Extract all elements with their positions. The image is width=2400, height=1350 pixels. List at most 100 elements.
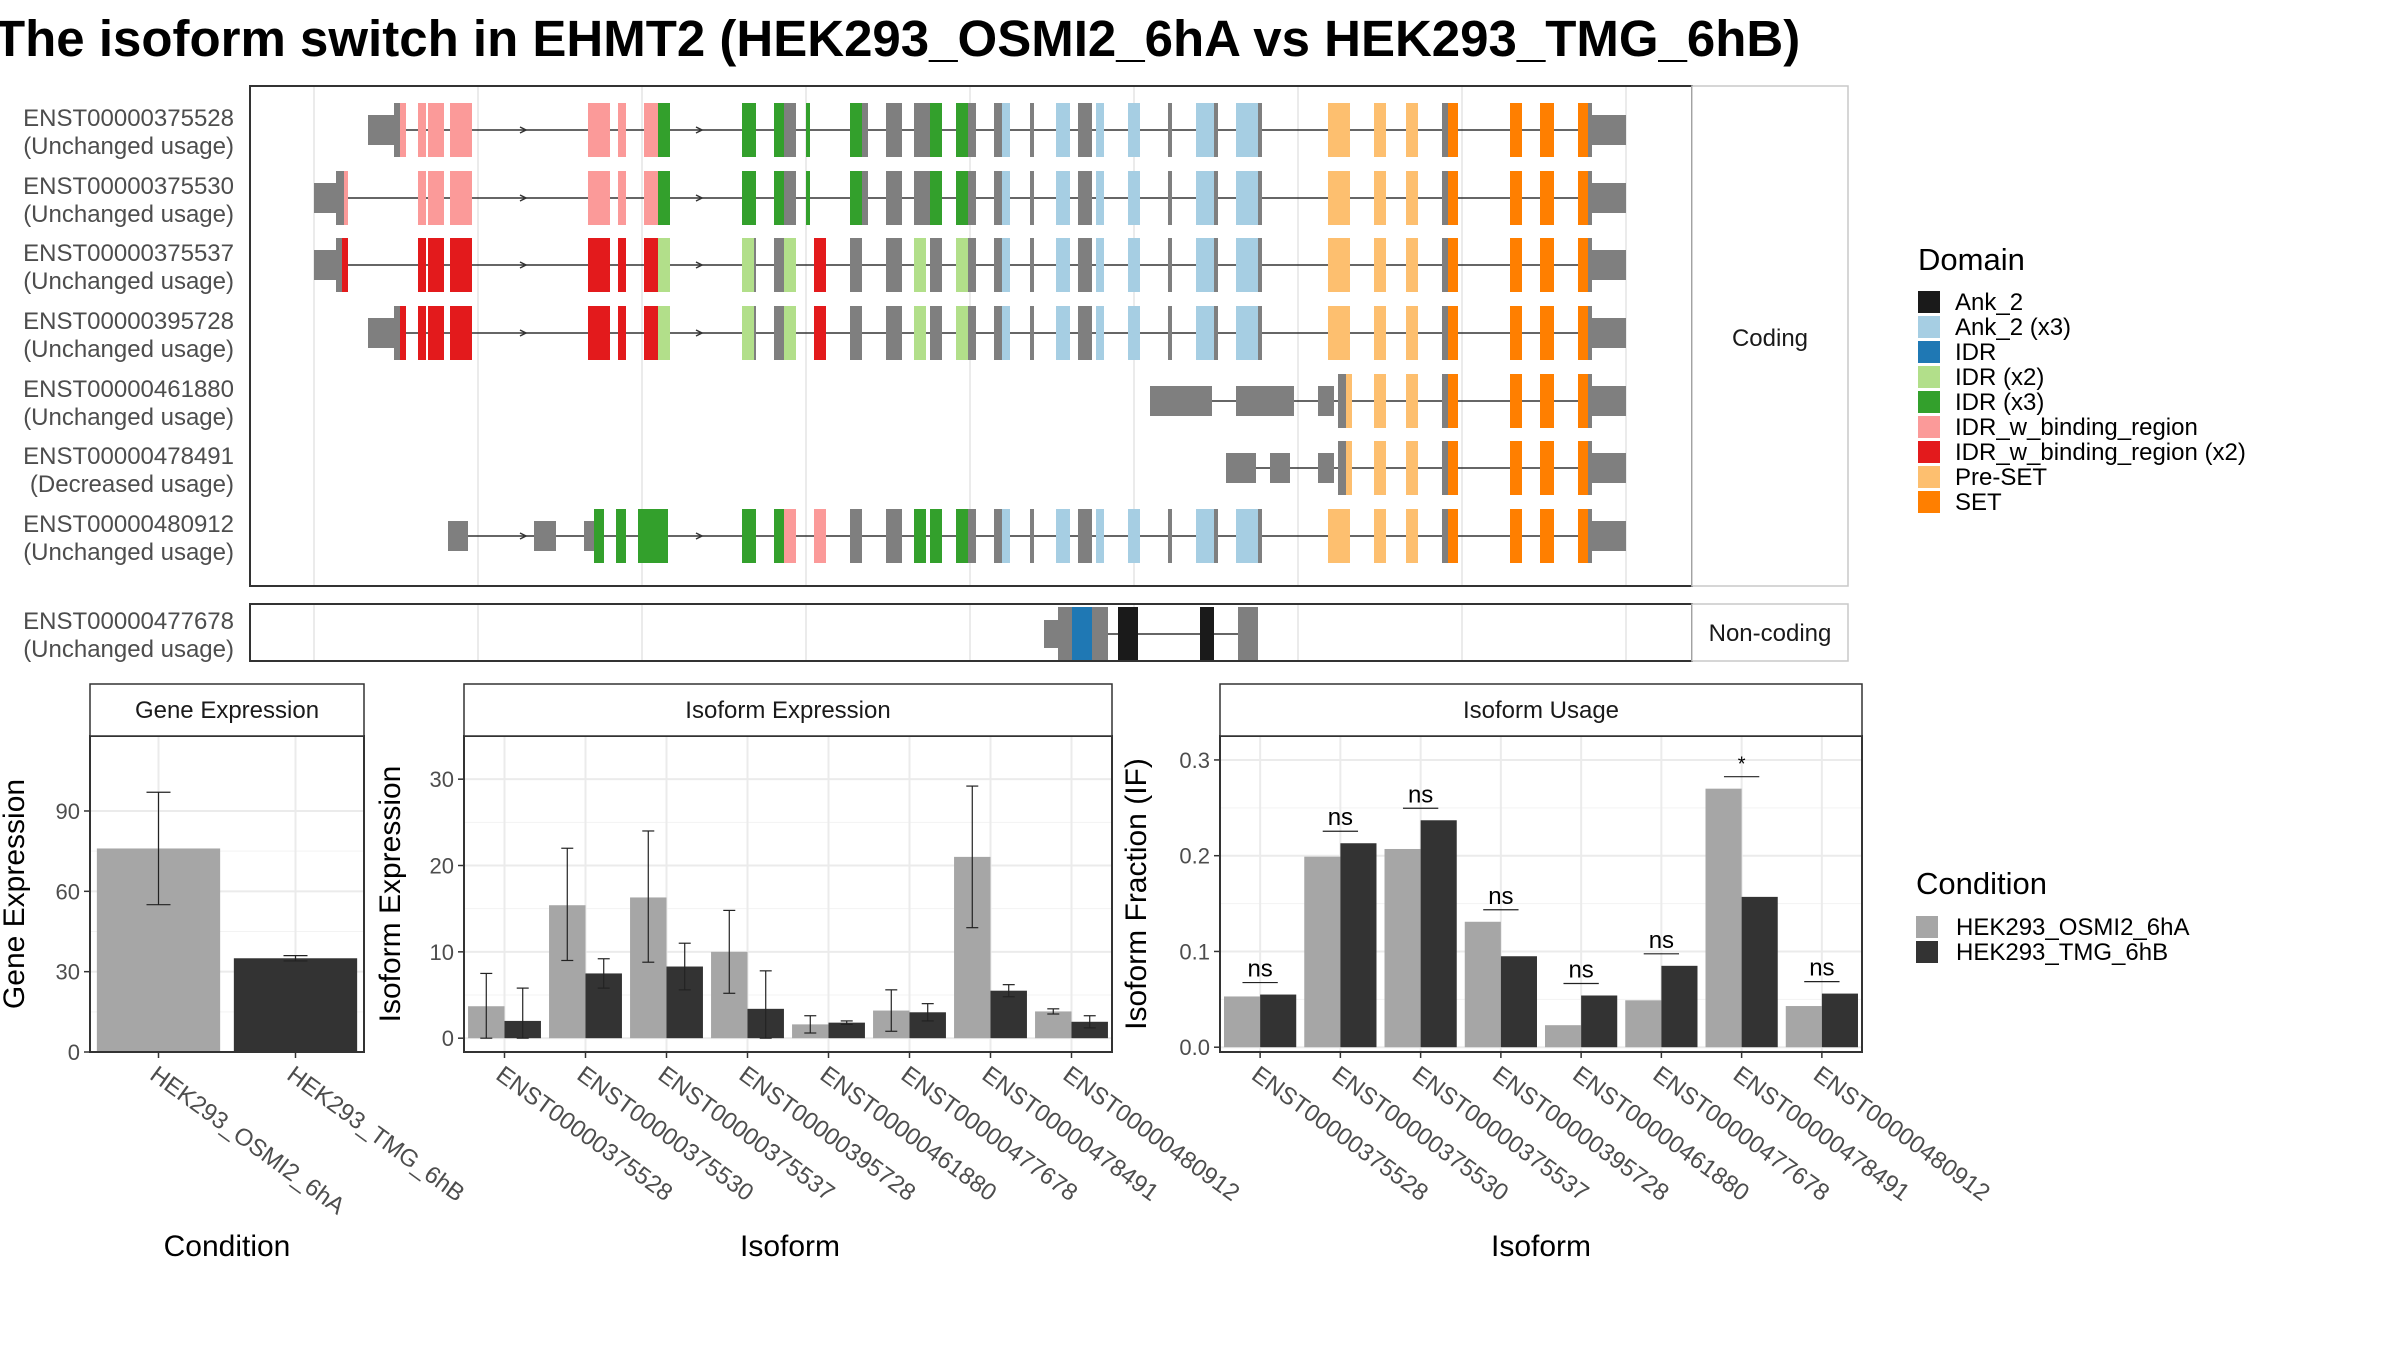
exon <box>1078 171 1092 225</box>
exon <box>774 171 784 225</box>
exon <box>994 171 1002 225</box>
exon <box>1168 509 1172 563</box>
exon <box>638 509 658 563</box>
exon <box>1056 238 1070 292</box>
exon <box>342 238 348 292</box>
direction-arrow <box>695 261 704 269</box>
exon <box>1214 509 1218 563</box>
exon <box>1258 238 1262 292</box>
isoform-usage-label: (Unchanged usage) <box>23 133 234 160</box>
direction-arrow <box>519 126 528 134</box>
bar <box>1661 965 1698 1048</box>
exon <box>1128 171 1140 225</box>
bar <box>1545 1025 1582 1048</box>
exon <box>658 171 670 225</box>
exon <box>930 509 942 563</box>
exon <box>1510 306 1522 360</box>
exon <box>1078 103 1092 157</box>
exon <box>850 103 862 157</box>
exon <box>400 103 406 157</box>
significance-label: ns <box>1328 804 1353 831</box>
transcript-structure-panel: Coding Non-coding ENST00000375528(Unchan… <box>23 85 1849 663</box>
y-tick-label: 0 <box>68 1040 80 1065</box>
exon <box>1328 238 1350 292</box>
isoform-expression-panel: Isoform Expression0102030ENST00000375528… <box>374 683 1244 1263</box>
exon <box>1056 171 1070 225</box>
exon <box>1002 171 1010 225</box>
exon <box>616 509 626 563</box>
exon <box>314 250 336 280</box>
exon <box>394 103 400 157</box>
exon <box>1128 306 1140 360</box>
exon <box>658 306 670 360</box>
exon <box>1406 238 1418 292</box>
exon <box>850 509 862 563</box>
exon <box>1030 171 1034 225</box>
exon <box>1168 238 1172 292</box>
direction-arrow <box>695 194 704 202</box>
exon <box>862 103 868 157</box>
isoform-id-label: ENST00000478491 <box>23 443 234 470</box>
exon <box>862 171 868 225</box>
legend-swatch <box>1918 316 1940 338</box>
exon <box>1168 306 1172 360</box>
exon <box>994 509 1002 563</box>
exon <box>1588 441 1592 495</box>
exon <box>1406 171 1418 225</box>
exon <box>1442 374 1448 428</box>
transcript-model <box>1044 607 1258 661</box>
legend-swatch <box>1918 391 1940 413</box>
y-tick-label: 30 <box>56 960 80 985</box>
condition-legend-title: Condition <box>1916 866 2047 901</box>
exon <box>1196 171 1214 225</box>
exon <box>344 171 348 225</box>
exon-utr <box>1592 250 1626 280</box>
exon <box>1346 374 1352 428</box>
exon <box>1374 171 1386 225</box>
direction-arrow <box>519 329 528 337</box>
exon <box>1258 171 1262 225</box>
exon <box>886 171 902 225</box>
x-axis-title: Condition <box>164 1230 291 1263</box>
exon <box>1096 103 1104 157</box>
exon <box>850 171 862 225</box>
exon <box>1168 171 1172 225</box>
exon <box>968 171 976 225</box>
exon <box>1510 509 1522 563</box>
direction-arrow <box>695 329 704 337</box>
exon <box>1056 103 1070 157</box>
exon <box>1270 453 1290 483</box>
exon <box>914 238 926 292</box>
bar <box>1581 995 1618 1048</box>
exon <box>1510 238 1522 292</box>
legend-label: IDR (x2) <box>1955 364 2044 391</box>
facet-strip-label: Gene Expression <box>135 697 319 724</box>
exon <box>968 238 976 292</box>
isoform-id-label: ENST00000477678 <box>23 608 234 635</box>
transcript-model <box>448 509 1626 563</box>
exon <box>644 238 658 292</box>
exon <box>644 306 658 360</box>
exon <box>450 306 472 360</box>
exon <box>1578 374 1588 428</box>
exon <box>742 306 754 360</box>
exon <box>1150 386 1212 416</box>
exon <box>1214 238 1218 292</box>
bar <box>1785 1006 1822 1048</box>
y-tick-label: 0.2 <box>1179 844 1210 869</box>
legend-swatch <box>1918 466 1940 488</box>
exon <box>336 171 344 225</box>
exon <box>1258 103 1262 157</box>
exon <box>1346 441 1352 495</box>
exon <box>956 103 968 157</box>
exon <box>1578 509 1588 563</box>
direction-arrow <box>519 261 528 269</box>
exon <box>1196 103 1214 157</box>
exon <box>428 103 444 157</box>
exon <box>1338 441 1346 495</box>
direction-arrow <box>695 532 704 540</box>
exon <box>814 238 826 292</box>
exon <box>1196 509 1214 563</box>
exon <box>1056 306 1070 360</box>
